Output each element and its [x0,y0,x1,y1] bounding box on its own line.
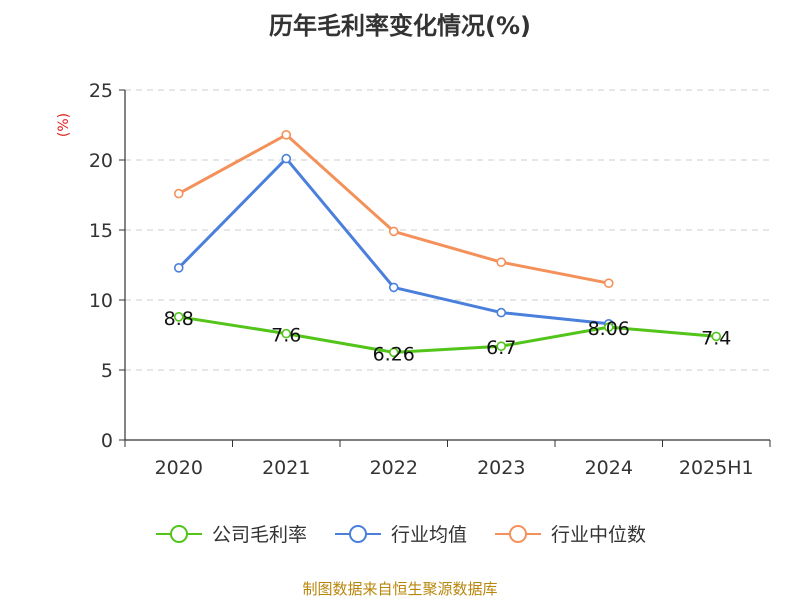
data-label: 8.06 [588,318,630,340]
x-tick-label: 2025H1 [679,457,754,479]
data-point [388,347,399,358]
legend: 公司毛利率 行业均值 行业中位数 [0,520,800,547]
data-point [281,328,292,339]
x-tick-label: 2022 [370,457,418,479]
data-point [173,262,184,273]
grid-lines [125,89,770,371]
y-tick-label: 15 [89,220,113,242]
legend-label: 行业均值 [390,524,467,546]
axes: 0 5 10 15 20 25 2020 2021 2022 2023 2024 2025H1 [89,80,771,479]
data-point [281,130,292,140]
series [173,130,722,358]
legend-item[interactable]: 行业中位数 [493,520,646,547]
y-tick-label: 20 [89,150,113,172]
legend-item[interactable]: 行业均值 [333,520,467,547]
x-tick-label: 2021 [262,457,310,479]
data-label: 8.8 [164,308,194,330]
data-label: 6.7 [486,337,516,359]
legend-label: 公司毛利率 [211,524,307,546]
x-tick-label: 2020 [155,457,203,479]
data-point [173,311,184,322]
y-tick-label: 25 [89,80,113,102]
data-point [603,322,614,332]
data-point [173,188,184,199]
legend-marker-icon [155,524,202,543]
data-point [496,307,507,318]
legend-marker-icon [495,524,541,543]
y-tick-label: 10 [89,290,113,312]
data-point [388,226,399,237]
data-point [496,341,507,352]
data-label: 7.4 [701,327,731,349]
legend-item[interactable]: 公司毛利率 [154,520,307,547]
series-line [177,157,609,326]
series-line [178,133,610,285]
data-point [496,257,507,268]
x-tick-label: 2023 [477,457,525,479]
data-label: 6.26 [373,343,415,365]
data-point [711,331,722,342]
y-tick-label: 0 [101,430,113,452]
legend-label: 行业中位数 [551,524,647,546]
data-point [388,282,399,293]
y-axis-label: (%) [56,113,72,137]
y-tick-label: 5 [101,360,113,382]
legend-marker-icon [334,524,381,543]
source-note: 制图数据来自恒生聚源数据库 [302,580,498,598]
data-point [281,153,292,164]
data-labels: 8.8 7.6 6.26 6.7 8.06 7.4 [164,308,732,366]
series-line [178,315,717,354]
x-tick-label: 2024 [585,457,633,479]
data-point [603,278,614,289]
chart-title: 历年毛利率变化情况(%) [269,12,531,40]
data-label: 7.6 [271,325,301,347]
